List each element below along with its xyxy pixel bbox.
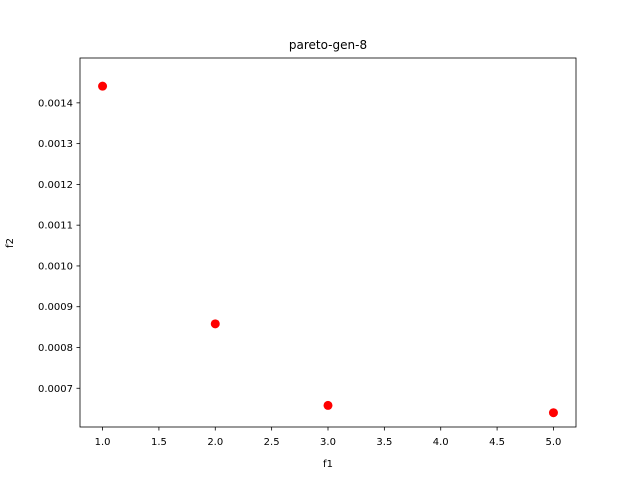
y-tick-label-2: 0.0009	[38, 302, 73, 313]
x-tick-label-1: 1.5	[151, 437, 167, 448]
x-tick-label-4: 3.0	[320, 437, 336, 448]
x-tick-label-0: 1.0	[95, 437, 111, 448]
data-point-0-1	[210, 319, 220, 329]
y-tick-label-7: 0.0014	[38, 98, 73, 109]
y-axis-ticks: 0.0007 0.0008 0.0009 0.0010 0.0011 0.0012 0.00…	[38, 98, 80, 395]
x-axis-ticks: 1.0 1.5 2.0 2.5 3.0 3.5 4.0 4.5 5.0	[95, 427, 562, 448]
x-tick-label-5: 3.5	[376, 437, 392, 448]
x-tick-label-3: 2.5	[264, 437, 280, 448]
x-tick-label-6: 4.0	[433, 437, 449, 448]
y-tick-label-5: 0.0012	[38, 180, 73, 191]
data-points	[98, 81, 558, 418]
plot-area-frame	[79, 57, 577, 428]
y-tick-label-1: 0.0008	[38, 343, 73, 354]
data-point-0-2	[323, 400, 333, 410]
chart-title: pareto-gen-8	[289, 38, 367, 52]
y-tick-label-3: 0.0010	[38, 261, 73, 272]
x-tick-label-7: 4.5	[489, 437, 505, 448]
y-tick-label-0: 0.0007	[38, 384, 73, 395]
y-axis-label: f2	[5, 238, 16, 248]
y-tick-label-6: 0.0013	[38, 139, 73, 150]
x-axis-label: f1	[323, 459, 333, 470]
x-tick-label-2: 2.0	[207, 437, 223, 448]
data-point-0-0	[98, 81, 108, 91]
x-tick-label-8: 5.0	[546, 437, 562, 448]
data-point-0-3	[548, 408, 558, 418]
y-tick-label-4: 0.0011	[38, 221, 73, 232]
